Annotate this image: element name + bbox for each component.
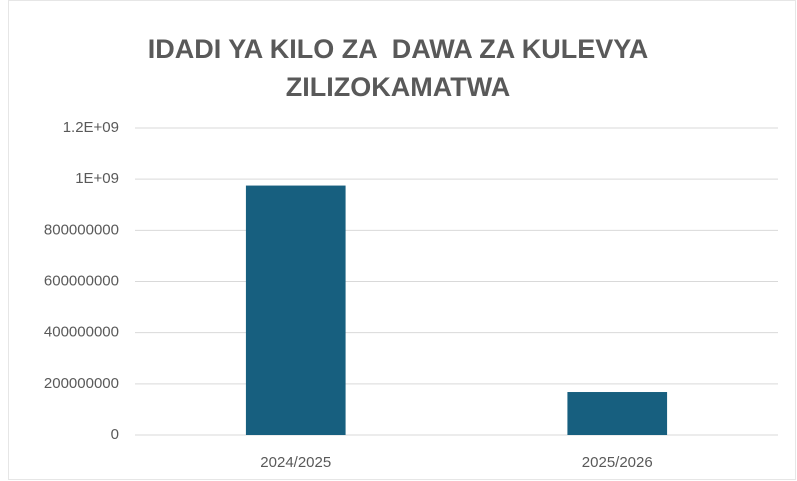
chart-title: IDADI YA KILO ZA DAWA ZA KULEVYA ZILIZOK… — [147, 34, 656, 102]
bar — [567, 392, 668, 435]
x-tick-label: 2024/2025 — [260, 454, 331, 471]
bar — [245, 185, 346, 435]
y-tick-label: 600000000 — [44, 272, 119, 289]
y-tick-label: 400000000 — [44, 324, 119, 341]
y-tick-label: 0 — [111, 426, 119, 443]
x-tick-label: 2025/2026 — [582, 454, 653, 471]
y-tick-label: 1E+09 — [75, 170, 119, 187]
y-tick-label: 200000000 — [44, 375, 119, 392]
y-tick-label: 800000000 — [44, 221, 119, 238]
y-tick-label: 1.2E+09 — [63, 119, 119, 136]
chart-border — [8, 0, 796, 480]
